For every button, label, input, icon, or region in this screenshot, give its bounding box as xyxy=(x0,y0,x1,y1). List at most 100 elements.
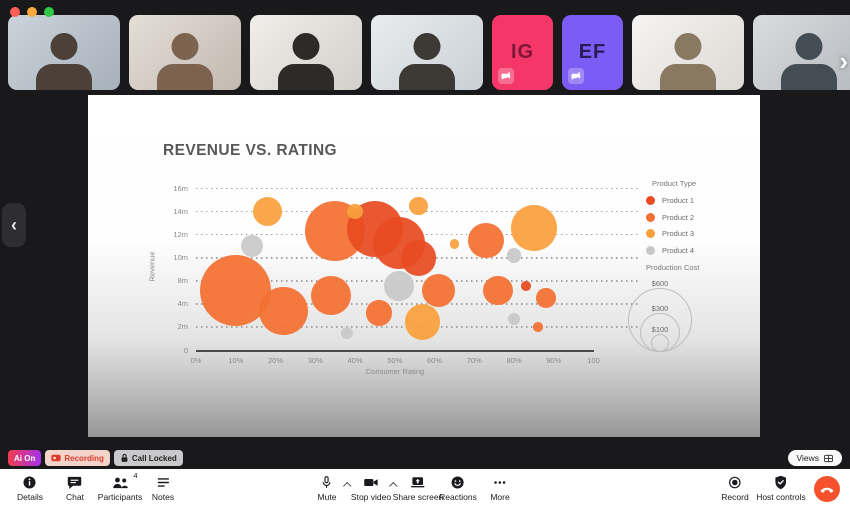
lock-icon xyxy=(121,453,128,462)
data-bubble xyxy=(468,222,504,259)
hang-up-icon xyxy=(820,487,834,493)
x-axis-line xyxy=(196,350,594,352)
mute-button[interactable]: Mute xyxy=(317,474,337,502)
share-screen-button[interactable]: Share screen xyxy=(393,474,443,502)
x-tick-label: 80% xyxy=(506,356,522,365)
size-legend-label: $300 xyxy=(651,303,669,313)
legend-item: Product 4 xyxy=(646,245,696,255)
data-bubble xyxy=(366,300,392,326)
more-label: More xyxy=(490,492,510,502)
x-tick-label: 0% xyxy=(190,356,202,365)
data-bubble xyxy=(421,273,456,308)
size-legend-label: $600 xyxy=(651,279,669,288)
y-tick-label: 12m xyxy=(173,230,188,240)
details-button[interactable]: Details xyxy=(17,474,43,502)
notes-icon xyxy=(155,474,172,491)
participant-tile-7[interactable] xyxy=(632,15,744,90)
host-controls-button[interactable]: Host controls xyxy=(756,474,806,502)
participant-tile-8[interactable] xyxy=(753,15,850,90)
y-tick-label: 14m xyxy=(173,207,188,217)
participant-video xyxy=(632,15,744,90)
data-bubble xyxy=(536,288,556,308)
gridline xyxy=(196,187,640,190)
end-call-button[interactable] xyxy=(814,476,840,502)
data-bubble xyxy=(409,196,428,215)
x-tick-label: 30% xyxy=(307,356,323,365)
participants-label: Participants xyxy=(97,492,143,502)
notes-button[interactable]: Notes xyxy=(152,474,174,502)
x-axis-title: Consumer Rating xyxy=(365,367,425,376)
more-button[interactable]: More xyxy=(490,474,510,502)
status-badges: Ai On Recording Call Locked xyxy=(8,450,183,466)
mute-options-caret[interactable] xyxy=(344,481,351,488)
participants-button[interactable]: 4 Participants xyxy=(97,471,143,502)
data-bubble xyxy=(347,203,363,220)
shield-check-icon xyxy=(772,474,789,491)
call-locked-badge: Call Locked xyxy=(113,450,183,466)
legend-title: Product Type xyxy=(652,179,697,188)
size-legend-label: $100 xyxy=(651,324,669,334)
legend-dot xyxy=(646,245,655,255)
mute-label: Mute xyxy=(317,492,337,502)
views-button[interactable]: Views xyxy=(788,450,842,466)
record-button[interactable]: Record xyxy=(721,474,749,502)
chat-button[interactable]: Chat xyxy=(66,474,84,502)
product-type-legend: Product Type Product 1 Product 2 Product 3… xyxy=(646,179,696,262)
participant-video xyxy=(250,15,362,90)
participant-video xyxy=(753,15,850,90)
smiley-icon xyxy=(450,474,467,491)
participant-tile-2[interactable] xyxy=(129,15,241,90)
x-tick-label: 70% xyxy=(466,356,482,365)
zoom-window-button[interactable] xyxy=(44,7,54,17)
person-silhouette xyxy=(753,15,850,90)
chart-canvas: REVENUE VS. RATING Revenue Consumer Rati… xyxy=(88,95,760,437)
participant-tile-ig[interactable]: IG xyxy=(492,15,553,90)
legend-dot xyxy=(646,196,655,205)
data-bubble xyxy=(511,204,557,251)
participants-icon: 4 xyxy=(110,471,137,491)
legend-dot xyxy=(646,212,655,222)
x-tick-label: 90% xyxy=(546,356,562,365)
video-camera-icon xyxy=(362,474,380,491)
data-bubble xyxy=(449,239,460,249)
legend-item: Product 3 xyxy=(646,229,696,238)
x-tick-label: 10% xyxy=(228,356,244,365)
participant-video xyxy=(371,15,483,90)
participant-video xyxy=(129,15,241,90)
record-label: Record xyxy=(721,492,749,502)
participant-tile-3[interactable] xyxy=(250,15,362,90)
call-toolbar: Details Chat 4 Participants Notes Mute S… xyxy=(0,469,850,507)
participant-initials: IG xyxy=(510,41,535,63)
data-bubble xyxy=(506,248,522,263)
participant-tile-4[interactable] xyxy=(371,15,483,90)
legend-label: Product 1 xyxy=(662,196,695,205)
chart-title: REVENUE VS. RATING xyxy=(163,142,337,159)
y-tick-label: 8m xyxy=(177,276,188,286)
y-axis-title: Revenue xyxy=(147,251,157,282)
prev-panel-button[interactable]: ‹ xyxy=(2,203,26,247)
y-tick-label: 4m xyxy=(177,299,188,309)
y-tick-label: 0 xyxy=(183,345,188,355)
minimize-window-button[interactable] xyxy=(27,7,37,17)
person-silhouette xyxy=(250,15,362,90)
data-bubble xyxy=(404,304,441,341)
stop-video-button[interactable]: Stop video xyxy=(351,474,391,502)
legend-label: Product 3 xyxy=(662,229,695,238)
person-silhouette xyxy=(632,15,744,90)
y-tick-label: 2m xyxy=(177,322,188,332)
legend-item: Product 1 xyxy=(646,196,696,205)
participant-strip: IG EF xyxy=(8,15,850,90)
next-participants-button[interactable]: › xyxy=(839,46,848,76)
person-silhouette xyxy=(129,15,241,90)
data-bubble xyxy=(400,239,437,276)
participant-tile-ef[interactable]: EF xyxy=(562,15,623,90)
person-silhouette xyxy=(371,15,483,90)
participant-initials: EF xyxy=(578,41,607,63)
ai-badge-label: Ai On xyxy=(14,453,36,463)
host-controls-label: Host controls xyxy=(756,492,806,502)
data-bubble xyxy=(341,326,354,339)
reactions-button[interactable]: Reactions xyxy=(439,474,477,502)
participant-tile-1[interactable] xyxy=(8,15,120,90)
close-window-button[interactable] xyxy=(10,7,20,17)
data-bubble xyxy=(259,286,308,335)
